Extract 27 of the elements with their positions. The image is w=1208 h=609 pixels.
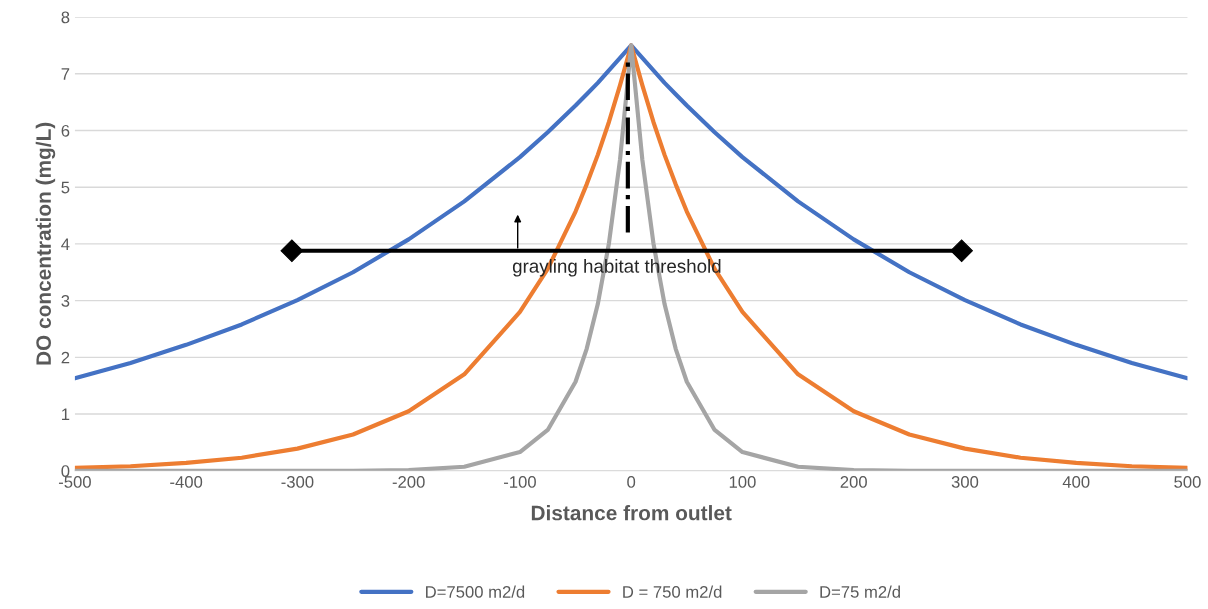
y-axis-title: DO concentration (mg/L) xyxy=(35,122,56,365)
x-tick-label: 100 xyxy=(729,476,756,488)
x-tick-label: -300 xyxy=(281,476,314,488)
x-tick-label: -400 xyxy=(170,476,203,488)
y-tick-label: 1 xyxy=(62,408,70,421)
x-tick-label: 400 xyxy=(1062,476,1090,488)
x-tick-label: -500 xyxy=(58,476,91,488)
y-tick-label: 5 xyxy=(61,181,70,194)
y-tick-label: 2 xyxy=(61,351,70,364)
y-tick-label: 8 xyxy=(61,11,70,24)
x-tick-label: 300 xyxy=(951,476,979,488)
x-tick-label: 500 xyxy=(1174,476,1201,488)
y-tick-label: 6 xyxy=(61,124,70,137)
x-tick-label: -200 xyxy=(392,476,425,488)
y-tick-label: 4 xyxy=(61,238,70,250)
line-series xyxy=(74,43,1188,471)
legend-label: D=75 m2/d xyxy=(820,585,900,598)
y-tick-label: 7 xyxy=(61,68,70,80)
y-tick-label: 3 xyxy=(61,295,70,307)
x-tick-label: 200 xyxy=(840,476,867,488)
x-tick-label: 0 xyxy=(627,476,636,488)
x-axis-title: Distance from outlet xyxy=(531,505,732,521)
x-tick-label: -100 xyxy=(503,476,536,488)
legend-label: D=7500 m2/d xyxy=(426,585,525,598)
legend-label: D = 750 m2/d xyxy=(623,585,722,598)
line-series xyxy=(74,43,1188,381)
y-tick-label: 0 xyxy=(61,465,70,477)
